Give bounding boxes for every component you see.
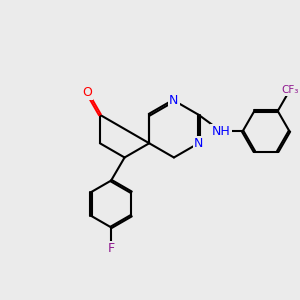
Text: CF₃: CF₃ [281,85,298,95]
Text: N: N [169,94,178,107]
Text: O: O [82,86,92,99]
Text: NH: NH [212,125,230,138]
Text: N: N [194,137,203,150]
Text: F: F [107,242,115,255]
